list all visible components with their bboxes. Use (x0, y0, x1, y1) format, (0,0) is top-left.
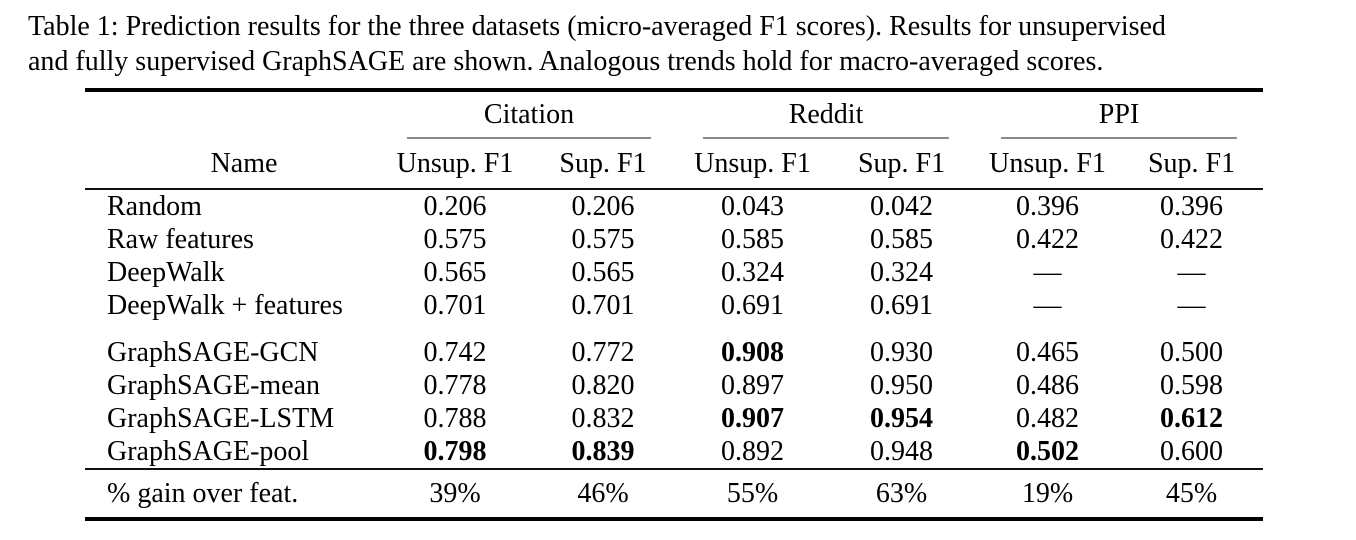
value-cell: 0.691 (721, 289, 785, 321)
footer-value-cell: 45% (1120, 468, 1264, 519)
value-cell: 0.598 (1160, 369, 1224, 401)
table-row-deepwalk-features: DeepWalk + features 0.701 0.701 0.691 0.… (85, 289, 1263, 322)
group-spacer (85, 322, 1263, 336)
table-row-raw-features: Raw features 0.575 0.575 0.585 0.585 0.4… (85, 223, 1263, 256)
value-cell: 0.930 (870, 336, 934, 368)
value-cell: 0.396 (1160, 190, 1224, 222)
value-cell: — (1033, 256, 1062, 288)
table-row-graphsage-mean: GraphSAGE-mean 0.778 0.820 0.897 0.950 0… (85, 369, 1263, 402)
table-row-deepwalk: DeepWalk 0.565 0.565 0.324 0.324 — — (85, 256, 1263, 289)
value-cell: 0.950 (870, 369, 934, 401)
value-cell: 0.422 (1016, 223, 1080, 255)
value-cell: 0.575 (423, 223, 487, 255)
value-cell: 0.324 (721, 256, 785, 288)
name-column-header: Name (85, 139, 381, 190)
value-cell: — (1177, 289, 1206, 321)
ppi-rule (1001, 137, 1238, 139)
group-header-reddit: Reddit (677, 90, 975, 139)
value-cell: 0.897 (721, 369, 785, 401)
value-cell: 0.778 (423, 369, 487, 401)
value-cell: 0.486 (1016, 369, 1080, 401)
table-caption: Table 1: Prediction results for the thre… (28, 9, 1166, 79)
row-name: Random (107, 190, 202, 222)
subheader-ppi-unsup: Unsup. F1 (975, 139, 1121, 190)
group-header-row: Citation Reddit PPI (85, 90, 1263, 139)
footer-value-cell: 39% (381, 468, 529, 519)
value-cell: 0.565 (423, 256, 487, 288)
table-row-graphsage-lstm: GraphSAGE-LSTM 0.788 0.832 0.907 0.954 0… (85, 402, 1263, 435)
subheader-reddit-sup: Sup. F1 (828, 139, 976, 190)
value-cell: 0.482 (1016, 402, 1080, 434)
value-cell: 0.742 (423, 336, 487, 368)
value-cell: 0.691 (870, 289, 934, 321)
caption-line-1: Table 1: Prediction results for the thre… (28, 11, 1166, 42)
value-cell: 0.396 (1016, 190, 1080, 222)
table-row-graphsage-gcn: GraphSAGE-GCN 0.742 0.772 0.908 0.930 0.… (85, 336, 1263, 369)
value-cell: 0.772 (571, 336, 635, 368)
row-name: DeepWalk + features (107, 289, 343, 321)
value-cell: 0.042 (870, 190, 934, 222)
value-cell: 0.600 (1160, 435, 1224, 467)
value-cell: 0.908 (721, 336, 785, 368)
group-header-citation: Citation (381, 90, 677, 139)
table-footer-row: % gain over feat. 39% 46% 55% 63% 19% 45… (85, 468, 1264, 519)
value-cell: 0.585 (870, 223, 934, 255)
value-cell: — (1177, 256, 1206, 288)
value-cell: 0.502 (1016, 435, 1080, 467)
value-cell: 0.907 (721, 402, 785, 434)
subheader-reddit-unsup: Unsup. F1 (677, 139, 829, 190)
group-label-ppi: PPI (1098, 98, 1140, 130)
footer-value-cell: 19% (975, 468, 1121, 519)
value-cell: 0.820 (571, 369, 635, 401)
value-cell: 0.206 (423, 190, 487, 222)
footer-value-cell: 46% (529, 468, 678, 519)
footer-value-cell: 63% (828, 468, 976, 519)
group-header-empty (85, 90, 381, 139)
footer-value-cell: 55% (677, 468, 829, 519)
caption-line-2: and fully supervised GraphSAGE are shown… (28, 46, 1104, 77)
row-name: GraphSAGE-GCN (107, 336, 319, 368)
subheader-ppi-sup: Sup. F1 (1120, 139, 1264, 190)
value-cell: 0.701 (423, 289, 487, 321)
row-name: GraphSAGE-pool (107, 435, 310, 467)
value-cell: 0.043 (721, 190, 785, 222)
reddit-rule (703, 137, 950, 139)
table-row-graphsage-pool: GraphSAGE-pool 0.798 0.839 0.892 0.948 0… (85, 435, 1263, 469)
row-name: Raw features (107, 223, 254, 255)
subheader-citation-sup: Sup. F1 (529, 139, 678, 190)
value-cell: 0.954 (870, 402, 934, 434)
value-cell: 0.585 (721, 223, 785, 255)
subheader-row: Name Unsup. F1 Sup. F1 Unsup. F1 Sup. F1… (85, 139, 1264, 190)
value-cell: 0.798 (423, 435, 487, 467)
value-cell: 0.788 (423, 402, 487, 434)
value-cell: — (1033, 289, 1062, 321)
value-cell: 0.422 (1160, 223, 1224, 255)
value-cell: 0.839 (571, 435, 635, 467)
footer-name: % gain over feat. (85, 468, 381, 519)
table-row-random: Random 0.206 0.206 0.043 0.042 0.396 0.3… (85, 189, 1263, 223)
row-name: DeepWalk (107, 256, 225, 288)
value-cell: 0.832 (571, 402, 635, 434)
results-table: Citation Reddit PPI Name Unsup. F1 Sup. … (85, 88, 1264, 521)
row-name: GraphSAGE-LSTM (107, 402, 335, 434)
value-cell: 0.612 (1160, 402, 1224, 434)
group-label-citation: Citation (483, 98, 575, 130)
value-cell: 0.324 (870, 256, 934, 288)
group-header-ppi: PPI (975, 90, 1263, 139)
value-cell: 0.948 (870, 435, 934, 467)
citation-rule (407, 137, 652, 139)
value-cell: 0.575 (571, 223, 635, 255)
group-label-reddit: Reddit (788, 98, 864, 130)
value-cell: 0.465 (1016, 336, 1080, 368)
value-cell: 0.565 (571, 256, 635, 288)
row-name: GraphSAGE-mean (107, 369, 321, 401)
value-cell: 0.500 (1160, 336, 1224, 368)
table-container: Citation Reddit PPI Name Unsup. F1 Sup. … (85, 88, 1264, 521)
subheader-citation-unsup: Unsup. F1 (381, 139, 529, 190)
value-cell: 0.892 (721, 435, 785, 467)
value-cell: 0.701 (571, 289, 635, 321)
value-cell: 0.206 (571, 190, 635, 222)
